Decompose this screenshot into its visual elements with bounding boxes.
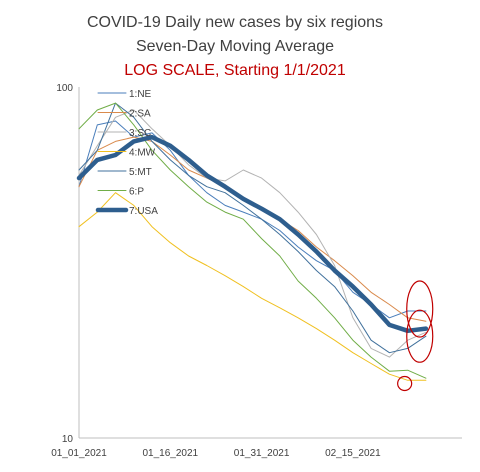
legend-label: 1:NE (129, 89, 152, 100)
legend-label: 2:SA (129, 109, 151, 120)
series-line-4-mw (78, 192, 427, 381)
x-tick-label: 01_16_2021 (142, 448, 198, 459)
series-line-6-p (78, 102, 427, 379)
annotation-ellipse (406, 309, 434, 363)
series-line-7-usa (76, 134, 429, 334)
legend: 1:NE 2:SA 3:SC 4:MW 5:MT 6:P 7:USA (95, 89, 158, 217)
annotation-ellipse (406, 280, 434, 338)
y-tick-label: 10 (62, 434, 74, 445)
chart-title-block: COVID-19 Daily new cases by six regions … (87, 14, 383, 79)
x-tick-label: 01_31_2021 (234, 448, 290, 459)
legend-label: 4:MW (129, 148, 156, 159)
chart-scale-note: LOG SCALE, Starting 1/1/2021 (124, 62, 346, 79)
legend-label: 7:USA (129, 206, 158, 217)
series-line-5-mt (78, 102, 427, 354)
annotations (397, 280, 434, 392)
chart-subtitle: Seven-Day Moving Average (136, 38, 334, 55)
x-tick-label: 01_01_2021 (51, 448, 107, 459)
legend-label: 5:MT (129, 167, 152, 178)
annotation-circle (397, 375, 413, 392)
legend-label: 6:P (129, 187, 144, 198)
series-line-3-sc (78, 109, 427, 358)
legend-label: 3:SC (129, 128, 151, 139)
y-tick-label: 100 (56, 83, 73, 94)
series-layer (76, 102, 429, 381)
axes: 10 100 01_01_2021 01_16_2021 01_31_2021 02_15… (51, 83, 462, 459)
chart-title: COVID-19 Daily new cases by six regions (87, 14, 383, 31)
x-tick-label: 02_15_2021 (325, 448, 381, 459)
